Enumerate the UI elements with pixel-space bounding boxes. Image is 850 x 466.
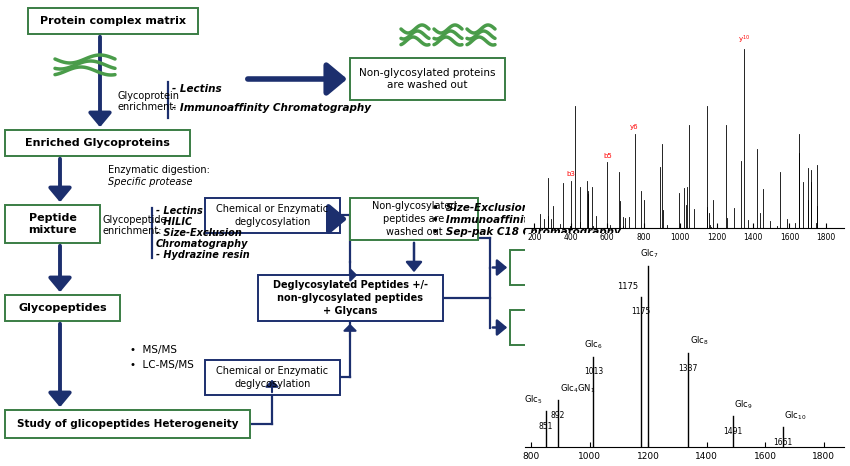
Text: Glc$_4$GN$_1$: Glc$_4$GN$_1$ xyxy=(559,382,595,395)
Text: Study of glicopeptides Heterogeneity: Study of glicopeptides Heterogeneity xyxy=(17,419,238,429)
Text: Glc$_5$: Glc$_5$ xyxy=(524,393,542,405)
Text: Enzymatic digestion:: Enzymatic digestion: xyxy=(108,165,210,175)
Text: Glc$_6$: Glc$_6$ xyxy=(584,339,603,351)
Text: 851: 851 xyxy=(539,422,553,431)
Text: •  IMS-MS/MS: • IMS-MS/MS xyxy=(632,303,698,313)
Text: •  Sep-pak C18 Chromatography: • Sep-pak C18 Chromatography xyxy=(432,227,620,237)
FancyBboxPatch shape xyxy=(695,310,843,345)
FancyBboxPatch shape xyxy=(5,410,250,438)
Text: - Immunoaffinity Chromatography: - Immunoaffinity Chromatography xyxy=(172,103,371,113)
Text: Protein complex matrix: Protein complex matrix xyxy=(40,16,186,26)
FancyBboxPatch shape xyxy=(510,250,628,285)
FancyBboxPatch shape xyxy=(205,198,340,233)
FancyBboxPatch shape xyxy=(5,130,190,156)
Text: enrichment:: enrichment: xyxy=(118,102,178,112)
FancyBboxPatch shape xyxy=(5,295,120,321)
Text: Elucidation of
Oligosaccharide Structure: Elucidation of Oligosaccharide Structure xyxy=(694,256,820,279)
Text: y$^{10}$: y$^{10}$ xyxy=(738,33,750,46)
Text: •  LC-MS/MS: • LC-MS/MS xyxy=(130,360,194,370)
FancyBboxPatch shape xyxy=(258,275,443,321)
Text: Peptide
mixture: Peptide mixture xyxy=(28,212,76,235)
Text: •  LC-MS/MS: • LC-MS/MS xyxy=(632,337,693,347)
Text: 1175: 1175 xyxy=(617,282,638,291)
FancyBboxPatch shape xyxy=(350,58,505,100)
Text: •  MALDI-TOF/TOF: • MALDI-TOF/TOF xyxy=(632,279,719,289)
FancyBboxPatch shape xyxy=(672,250,842,285)
Text: Oligosaccharide
enrichment: Oligosaccharide enrichment xyxy=(527,256,611,279)
Text: Glycopeptides: Glycopeptides xyxy=(18,303,107,313)
Text: Chemical or Enzymatic
deglycosylation: Chemical or Enzymatic deglycosylation xyxy=(217,366,329,389)
Text: Chemical or Enzymatic
deglycosylation: Chemical or Enzymatic deglycosylation xyxy=(217,204,329,227)
Text: Glycopeptide: Glycopeptide xyxy=(103,215,167,225)
Text: - Size-Exclusion: - Size-Exclusion xyxy=(156,228,242,238)
FancyBboxPatch shape xyxy=(510,310,628,345)
Text: - Lectins: - Lectins xyxy=(172,84,222,94)
Text: b5: b5 xyxy=(603,153,612,158)
Text: Non-glycosylated
peptides are
washed out: Non-glycosylated peptides are washed out xyxy=(371,201,456,237)
FancyBboxPatch shape xyxy=(350,198,478,240)
Text: - Lectins: - Lectins xyxy=(156,206,203,216)
Text: b3: b3 xyxy=(566,171,575,178)
FancyBboxPatch shape xyxy=(28,8,198,34)
Text: Glycoprotein: Glycoprotein xyxy=(118,91,180,101)
Text: Glc$_{10}$: Glc$_{10}$ xyxy=(784,410,807,422)
Text: Non-glycosylated proteins
are washed out: Non-glycosylated proteins are washed out xyxy=(360,68,496,90)
Text: Deglycosylated
Peptide: Deglycosylated Peptide xyxy=(529,316,609,339)
Text: 1491: 1491 xyxy=(723,427,743,436)
Text: 1175: 1175 xyxy=(632,308,650,316)
Text: •  LC-MS/MS: • LC-MS/MS xyxy=(632,291,693,301)
Text: - HILIC: - HILIC xyxy=(156,217,192,227)
FancyBboxPatch shape xyxy=(205,360,340,395)
Text: •  Immunoaffinity Chromatography: • Immunoaffinity Chromatography xyxy=(432,215,637,225)
Text: 1661: 1661 xyxy=(774,439,792,447)
Text: •  Size-Exclusion Chromatography: • Size-Exclusion Chromatography xyxy=(432,203,631,213)
Text: enrichment:: enrichment: xyxy=(103,226,162,236)
Text: Glc$_8$: Glc$_8$ xyxy=(689,335,708,348)
Text: y6: y6 xyxy=(630,124,639,130)
Text: Specific protease: Specific protease xyxy=(108,177,192,187)
Text: •  MS/MS: • MS/MS xyxy=(130,345,177,355)
Text: Enriched Glycoproteins: Enriched Glycoproteins xyxy=(25,138,170,148)
Text: Glc$_7$: Glc$_7$ xyxy=(640,248,659,260)
Text: 1013: 1013 xyxy=(584,367,603,377)
FancyBboxPatch shape xyxy=(5,205,100,243)
Text: Site Occupancy: Site Occupancy xyxy=(726,322,813,333)
Text: Glc$_9$: Glc$_9$ xyxy=(734,398,753,411)
Text: - Hydrazine resin: - Hydrazine resin xyxy=(156,250,250,260)
Text: 1337: 1337 xyxy=(678,364,698,373)
Text: Deglycosylated Peptides +/-
non-glycosylated peptides
+ Glycans: Deglycosylated Peptides +/- non-glycosyl… xyxy=(273,280,428,316)
Text: 892: 892 xyxy=(551,411,565,420)
Text: Chromatography: Chromatography xyxy=(156,239,248,249)
